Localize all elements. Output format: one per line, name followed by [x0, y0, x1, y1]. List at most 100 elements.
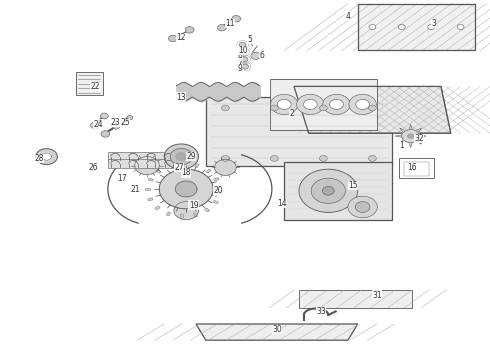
Circle shape: [270, 105, 278, 111]
Circle shape: [349, 94, 376, 114]
Circle shape: [319, 156, 327, 161]
Circle shape: [218, 24, 226, 31]
Circle shape: [113, 124, 120, 129]
Polygon shape: [409, 125, 413, 130]
Polygon shape: [153, 153, 161, 160]
Circle shape: [369, 24, 376, 30]
Bar: [146, 188, 150, 191]
Bar: [180, 215, 183, 218]
Text: 11: 11: [225, 19, 235, 28]
Text: 31: 31: [372, 291, 382, 300]
Circle shape: [299, 169, 358, 212]
Polygon shape: [399, 140, 406, 144]
Circle shape: [356, 99, 369, 109]
Polygon shape: [196, 324, 358, 340]
Text: 29: 29: [186, 152, 196, 161]
Circle shape: [277, 99, 291, 109]
Bar: [108, 152, 176, 161]
Polygon shape: [159, 169, 213, 209]
Circle shape: [323, 94, 350, 114]
Text: 18: 18: [181, 168, 191, 177]
Text: 6: 6: [260, 51, 265, 60]
Circle shape: [296, 94, 324, 114]
Bar: [195, 163, 199, 168]
Bar: [399, 158, 434, 178]
Circle shape: [232, 15, 241, 22]
Polygon shape: [164, 144, 198, 169]
Text: 28: 28: [34, 154, 44, 163]
Circle shape: [428, 24, 435, 30]
Polygon shape: [206, 97, 392, 166]
Circle shape: [251, 52, 261, 59]
Text: 15: 15: [348, 181, 358, 190]
Text: 22: 22: [91, 82, 100, 91]
Text: 7: 7: [238, 58, 243, 68]
Bar: [204, 208, 210, 212]
Text: 13: 13: [176, 93, 186, 102]
Circle shape: [241, 57, 248, 62]
Circle shape: [221, 105, 229, 111]
Polygon shape: [175, 181, 197, 197]
Text: 10: 10: [238, 46, 247, 55]
Text: 33: 33: [316, 307, 326, 316]
Circle shape: [303, 99, 317, 109]
Circle shape: [91, 122, 100, 129]
Polygon shape: [128, 153, 136, 160]
Polygon shape: [270, 79, 377, 130]
Text: 19: 19: [189, 201, 198, 210]
Circle shape: [368, 156, 376, 161]
Text: 4: 4: [345, 12, 350, 21]
Polygon shape: [174, 202, 198, 220]
Bar: [166, 212, 171, 216]
Polygon shape: [419, 135, 426, 138]
Bar: [147, 198, 153, 201]
Circle shape: [355, 202, 370, 212]
Circle shape: [240, 50, 247, 55]
Polygon shape: [176, 153, 186, 160]
Circle shape: [221, 156, 229, 161]
Polygon shape: [402, 130, 419, 143]
Circle shape: [242, 64, 248, 69]
Text: 23: 23: [110, 118, 120, 127]
Text: 26: 26: [88, 163, 98, 172]
Circle shape: [457, 24, 464, 30]
Circle shape: [319, 105, 327, 111]
Text: 2: 2: [289, 109, 294, 118]
Circle shape: [101, 131, 110, 137]
Circle shape: [270, 94, 298, 114]
Text: 14: 14: [277, 199, 287, 208]
Circle shape: [322, 186, 334, 195]
Bar: [148, 178, 154, 181]
Polygon shape: [358, 4, 475, 50]
Bar: [217, 191, 222, 194]
Text: 9: 9: [238, 64, 243, 73]
Polygon shape: [408, 134, 414, 138]
Circle shape: [330, 99, 343, 109]
Text: 1: 1: [399, 141, 404, 150]
Polygon shape: [215, 159, 236, 175]
Polygon shape: [299, 290, 412, 308]
Circle shape: [100, 113, 108, 119]
Polygon shape: [141, 153, 148, 160]
Text: 3: 3: [431, 19, 436, 28]
Bar: [193, 213, 197, 217]
Polygon shape: [135, 157, 159, 175]
Bar: [168, 164, 172, 168]
Bar: [156, 169, 161, 174]
Circle shape: [127, 116, 133, 120]
Bar: [217, 188, 222, 190]
Circle shape: [311, 178, 345, 203]
Text: 8: 8: [238, 51, 243, 60]
Circle shape: [270, 156, 278, 161]
Polygon shape: [294, 86, 451, 133]
Circle shape: [185, 27, 194, 33]
Text: 25: 25: [120, 118, 130, 127]
Text: 12: 12: [176, 33, 186, 42]
Polygon shape: [42, 153, 51, 160]
Text: 20: 20: [213, 186, 223, 195]
Text: 27: 27: [174, 163, 184, 172]
Bar: [404, 162, 429, 176]
Text: 21: 21: [130, 184, 140, 194]
Circle shape: [169, 35, 177, 42]
Bar: [182, 162, 185, 166]
